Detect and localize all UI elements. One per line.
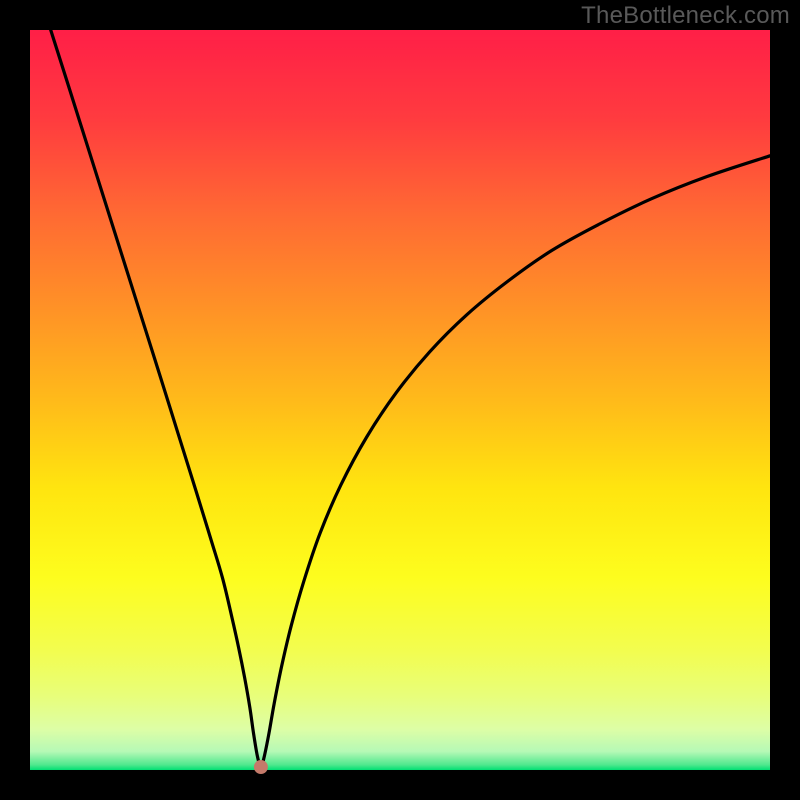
bottleneck-chart-frame: TheBottleneck.com	[0, 0, 800, 800]
gradient-background	[30, 30, 770, 770]
minimum-marker-dot	[254, 760, 268, 774]
watermark-text: TheBottleneck.com	[581, 2, 790, 30]
bottleneck-curve-chart	[0, 0, 800, 800]
